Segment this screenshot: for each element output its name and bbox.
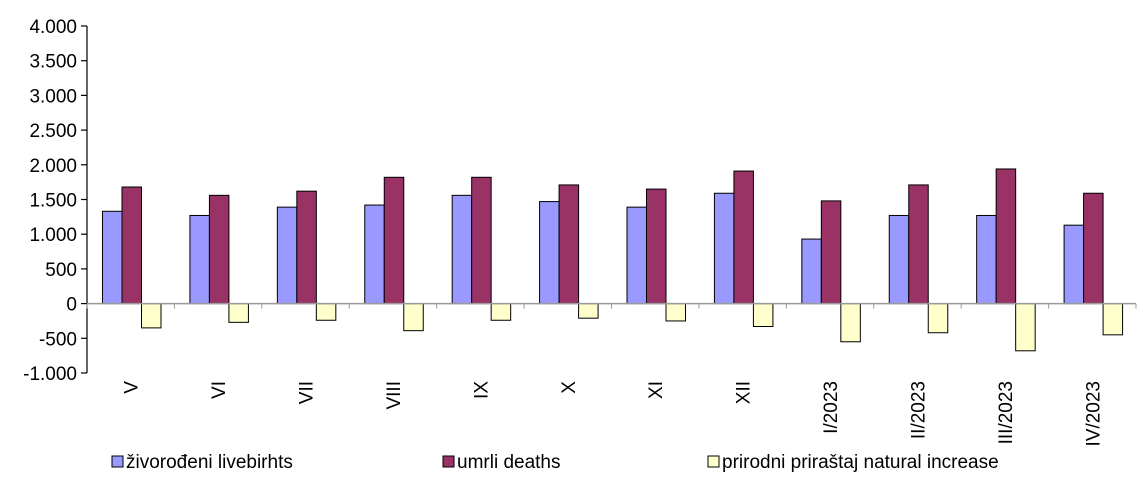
bar-livebirths (102, 210, 123, 305)
bar-natural-increase (315, 303, 337, 321)
y-tick-label: 2.500 (29, 121, 77, 142)
y-tick-label: 1.500 (29, 191, 77, 212)
y-tick-label: 500 (45, 260, 77, 281)
x-tick-label: III/2023 (996, 381, 1017, 444)
y-axis: 4.000 3.500 3.000 2.500 2.000 1.500 1.000 500 0 -… (23, 17, 88, 385)
x-tick-label: VII (297, 381, 318, 404)
x-axis: V VI VII VIII IX X XI XII I/2023 II/2023 III/2023 I… (86, 302, 1137, 447)
bar-livebirths (189, 214, 210, 305)
bar-natural-increase (1015, 303, 1036, 352)
x-tick-label: VI (209, 381, 230, 399)
bar-natural-increase (752, 303, 774, 328)
legend-label: umrli deaths (457, 452, 561, 473)
legend: živorođeni livebirhts umrli deaths prirodn… (111, 452, 999, 473)
bar-deaths (820, 200, 842, 305)
y-tick-label: 4.000 (29, 17, 77, 38)
bar-natural-increase (403, 303, 424, 332)
x-tick-label: IV/2023 (1083, 381, 1104, 447)
bar-livebirths (976, 214, 997, 305)
y-tick-label: 3.000 (29, 86, 77, 107)
bar-natural-increase (1102, 303, 1124, 336)
y-tick-label: 1.000 (29, 225, 77, 246)
legend-label: prirodni priraštaj natural increase (722, 452, 999, 473)
legend-swatch (707, 455, 720, 468)
y-tick-label: 2.000 (29, 156, 77, 177)
bar-livebirths (539, 201, 560, 305)
bar-deaths (733, 170, 754, 305)
y-tick-label: -500 (39, 329, 77, 350)
x-tick-label: VIII (384, 381, 405, 410)
bar-deaths (558, 184, 580, 305)
bar-deaths (995, 168, 1017, 305)
bar-deaths (383, 176, 405, 305)
x-tick-label: IX (471, 381, 492, 399)
bar-livebirths (801, 238, 822, 305)
bar-livebirths (713, 192, 735, 305)
x-tick-label: X (559, 381, 580, 394)
bar-livebirths (1063, 224, 1085, 305)
bar-natural-increase (490, 303, 512, 321)
bar-deaths (121, 186, 142, 305)
x-tick-label: V (122, 381, 143, 394)
legend-label: živorođeni livebirhts (126, 452, 293, 473)
legend-swatch (442, 455, 455, 468)
bar-natural-increase (840, 303, 861, 343)
bar-natural-increase (665, 303, 686, 322)
bar-livebirths (626, 206, 647, 305)
x-tick-label: II/2023 (908, 381, 929, 439)
bar-natural-increase (228, 303, 249, 323)
bar-livebirths (888, 214, 910, 305)
legend-swatch (111, 455, 124, 468)
bar-deaths (296, 190, 317, 305)
bar-deaths (208, 194, 230, 305)
bar-deaths (908, 184, 929, 305)
bar-natural-increase (141, 303, 162, 329)
bar-deaths (646, 188, 667, 305)
bar-livebirths (276, 206, 298, 305)
bar-natural-increase (578, 303, 599, 319)
x-tick-label: I/2023 (821, 381, 842, 434)
bars (102, 168, 1124, 352)
bar-livebirths (364, 204, 385, 305)
y-tick-label: 3.500 (29, 52, 77, 73)
y-tick-label: 0 (66, 295, 77, 316)
y-tick-label: -1.000 (23, 364, 77, 385)
x-tick-label: XII (734, 381, 755, 404)
bar-natural-increase (927, 303, 949, 334)
x-tick-label: XI (646, 381, 667, 399)
bar-deaths (1083, 192, 1104, 305)
bar-livebirths (451, 194, 473, 305)
bar-deaths (471, 176, 492, 305)
